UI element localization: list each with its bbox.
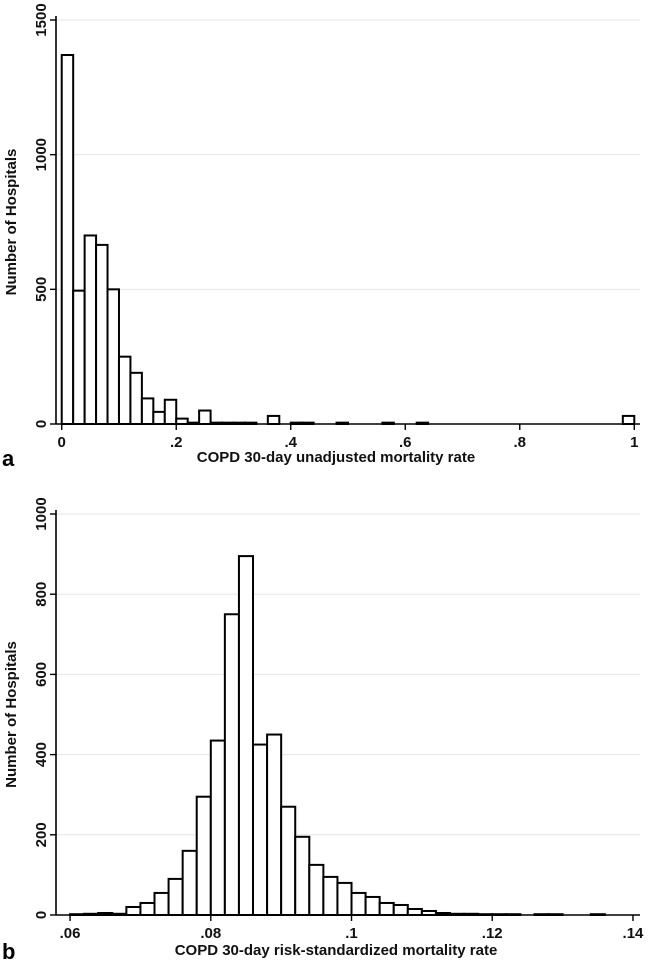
panel-a-bar-2 bbox=[83, 234, 98, 425]
panel-b-bar-9 bbox=[195, 795, 212, 916]
panel-b-bar-8 bbox=[181, 849, 198, 916]
panel-b-y-tick-label: 0 bbox=[33, 911, 50, 919]
panel-b-x-tick-label: .1 bbox=[345, 925, 358, 942]
panel-b-bar-22 bbox=[378, 901, 395, 917]
panel-b-x-tick-label: .08 bbox=[200, 925, 221, 942]
panel-a-bar-5 bbox=[117, 355, 132, 425]
panel-b-bar-11 bbox=[223, 613, 240, 916]
panel-b-bar-21 bbox=[364, 895, 381, 916]
panel-a-bar-0 bbox=[60, 54, 75, 425]
panel-a-x-tick-label: .2 bbox=[170, 434, 183, 451]
panel-b-y-tick-label: 400 bbox=[33, 742, 50, 767]
panel-b-y-tick-label: 800 bbox=[33, 582, 50, 607]
panel-a-bar-8 bbox=[152, 410, 166, 426]
panel-b-bar-13 bbox=[252, 743, 269, 916]
panel-a-x-tick-label: 0 bbox=[58, 434, 66, 451]
panel-b-bar-15 bbox=[280, 805, 297, 917]
panel-a-bar-23 bbox=[621, 414, 636, 426]
panel-b-x-tick-label: .14 bbox=[623, 925, 645, 942]
panel-a-x-tick-label: 1 bbox=[630, 434, 638, 451]
panel-b-x-axis-title: COPD 30-day risk-standardized mortality … bbox=[175, 942, 498, 959]
panel-a-x-tick-label: .8 bbox=[514, 434, 527, 451]
panel-b-bar-24 bbox=[406, 907, 423, 916]
panel-a-bar-12 bbox=[198, 409, 212, 425]
panel-b-bar-23 bbox=[392, 903, 409, 917]
panel-b-bar-20 bbox=[350, 891, 367, 917]
panel-b-bar-10 bbox=[209, 739, 226, 916]
panel-b-bar-5 bbox=[139, 901, 156, 917]
panel-b-bar-6 bbox=[153, 891, 170, 917]
panel-a-y-axis-title: Number of Hospitals bbox=[3, 149, 20, 296]
panel-b-bar-16 bbox=[294, 835, 311, 916]
panel-b-label: b bbox=[2, 939, 15, 963]
panel-b-bar-19 bbox=[336, 881, 353, 917]
panel-a-bar-10 bbox=[175, 417, 189, 426]
panel-a-label: a bbox=[2, 446, 15, 470]
panel-a-bar-3 bbox=[95, 243, 109, 425]
panel-b-bar-12 bbox=[237, 555, 255, 916]
panel-a-x-tick-label: .4 bbox=[284, 434, 297, 451]
panel-a-bar-4 bbox=[106, 288, 120, 426]
panel-b-bar-7 bbox=[167, 877, 184, 917]
panel-b-bar-18 bbox=[322, 875, 339, 916]
panel-b-y-tick-label: 200 bbox=[33, 822, 50, 847]
panel-a-y-tick-label: 1500 bbox=[33, 3, 50, 36]
panel-a-bar-6 bbox=[129, 371, 143, 425]
panel-b-bar-4 bbox=[125, 905, 142, 917]
panel-b-bar-14 bbox=[266, 733, 283, 916]
panel-a-y-tick-label: 500 bbox=[33, 277, 50, 302]
panel-b-x-tick-label: .12 bbox=[482, 925, 503, 942]
panel-b-y-axis-title: Number of Hospitals bbox=[3, 641, 20, 788]
panel-b-y-tick-label: 600 bbox=[33, 662, 50, 687]
panel-a-x-tick-label: .6 bbox=[399, 434, 412, 451]
panel-a-bar-1 bbox=[72, 289, 86, 425]
panel-a-y-tick-label: 0 bbox=[33, 420, 50, 428]
panel-a-y-tick-label: 1000 bbox=[33, 138, 50, 171]
panel-b-y-tick-label: 1000 bbox=[33, 497, 50, 530]
panel-b-x-tick-label: .06 bbox=[60, 925, 81, 942]
histogram-panel-a: 0 500 1000 1500 0 .2 .4 .6 .8 1 Number of Hospital… bbox=[2, 3, 640, 470]
panel-a-bar-17 bbox=[266, 414, 281, 426]
panel-a-bar-7 bbox=[140, 397, 155, 425]
panel-a-bar-9 bbox=[163, 398, 178, 426]
histogram-panel-b: 0 200 400 600 800 1000 .06 .08 .1 .12 .14 Number of… bbox=[2, 497, 645, 963]
panel-b-bar-17 bbox=[308, 863, 325, 916]
panel-a-x-axis-title: COPD 30-day unadjusted mortality rate bbox=[197, 449, 475, 466]
